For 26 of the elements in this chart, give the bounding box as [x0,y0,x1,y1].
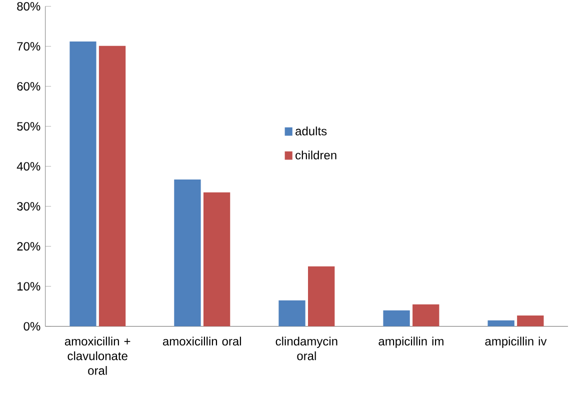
legend-label: children [296,150,336,160]
bar [488,320,514,326]
x-tick-label: amoxicillin + clavulonate oral [64,336,130,375]
x-tick-label: ampicillin im [378,336,444,348]
bar [98,46,126,326]
y-tick-label: 60% [17,82,40,91]
bar [308,266,335,326]
bar [412,304,440,326]
x-tick-label: clindamycin oral [276,336,338,360]
y-tick-label: 10% [18,282,40,291]
y-tick-label: 50% [17,122,40,131]
x-tick-label: ampicillin iv [485,336,547,348]
bar [278,300,306,326]
y-tick-label: 80% [17,2,40,11]
bar [174,180,201,326]
bar [203,192,230,326]
bar [517,316,544,326]
y-tick-label: 70% [17,42,40,51]
y-tick-label: 30% [17,202,40,211]
bar [383,310,410,326]
bar [70,42,96,326]
y-tick-label: 0% [24,322,40,331]
legend-label: adults [296,126,327,136]
x-tick-label: amoxicillin oral [162,336,241,346]
y-tick-label: 20% [17,242,40,251]
y-tick-label: 40% [16,162,40,171]
